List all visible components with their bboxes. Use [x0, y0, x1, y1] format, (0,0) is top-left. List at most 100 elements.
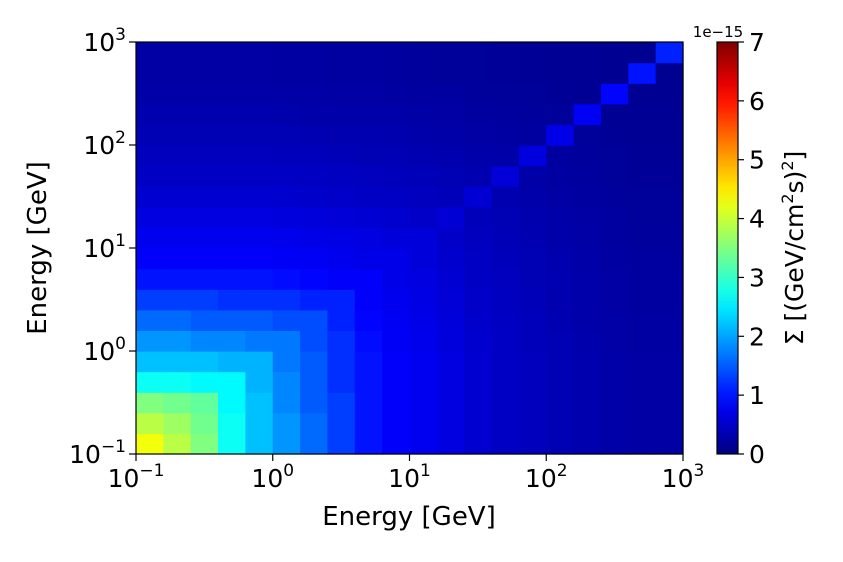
- heatmap-cell: [518, 289, 547, 311]
- heatmap-cell: [464, 124, 493, 146]
- heatmap-cell: [136, 186, 164, 208]
- heatmap-cell: [354, 186, 383, 208]
- heatmap-cell: [573, 392, 602, 414]
- heatmap-cell: [464, 412, 493, 434]
- heatmap-cell: [327, 83, 356, 105]
- heatmap-cell: [136, 371, 164, 393]
- heatmap-cell: [300, 392, 329, 414]
- heatmap-cell: [272, 103, 301, 125]
- heatmap-cell: [163, 433, 192, 455]
- heatmap-cell: [190, 371, 219, 393]
- heatmap-cell: [600, 289, 629, 311]
- heatmap-cell: [245, 227, 274, 249]
- heatmap-cell: [300, 206, 329, 228]
- heatmap-cell: [136, 145, 164, 167]
- heatmap-cell: [655, 289, 684, 311]
- heatmap-cell: [573, 268, 602, 290]
- heatmap-cell: [190, 268, 219, 290]
- heatmap-cell: [245, 42, 274, 64]
- heatmap-cell: [436, 206, 465, 228]
- heatmap-cell: [655, 206, 684, 228]
- heatmap-cell: [600, 351, 629, 373]
- heatmap-cell: [518, 124, 547, 146]
- heatmap-cell: [190, 248, 219, 270]
- heatmap-cell: [245, 62, 274, 84]
- heatmap-cell: [300, 165, 329, 187]
- heatmap-cell: [218, 42, 246, 64]
- heatmap-cell: [272, 351, 301, 373]
- heatmap-cell: [354, 289, 383, 311]
- heatmap-cell: [300, 145, 329, 167]
- y-axis-ticks: 10−1 100 101 102 103: [69, 25, 136, 469]
- heatmap-cell: [546, 83, 575, 105]
- colorbar-tick-label: 0: [749, 440, 765, 469]
- heatmap-cell: [546, 103, 575, 125]
- heatmap-cell: [464, 268, 493, 290]
- heatmap-cell: [136, 289, 164, 311]
- heatmap-cell: [190, 412, 219, 434]
- heatmap-cell: [409, 124, 438, 146]
- heatmap-cell: [573, 145, 602, 167]
- heatmap-cell: [382, 42, 411, 64]
- heatmap-cell: [436, 289, 465, 311]
- heatmap-cell: [655, 103, 684, 125]
- heatmap-cell: [218, 124, 246, 146]
- heatmap-cell: [163, 248, 192, 270]
- heatmap-cell: [628, 165, 657, 187]
- heatmap-cell: [245, 165, 274, 187]
- heatmap-cell: [573, 351, 602, 373]
- heatmap-cell: [218, 227, 246, 249]
- heatmap-cell: [491, 268, 520, 290]
- heatmap-cell: [518, 268, 547, 290]
- x-axis-label: Energy [GeV]: [322, 502, 496, 532]
- heatmap-cell: [136, 268, 164, 290]
- heatmap-cell: [163, 351, 192, 373]
- heatmap-cell: [655, 83, 684, 105]
- heatmap-cell: [464, 330, 493, 352]
- heatmap-cell: [218, 206, 246, 228]
- heatmap-cell: [218, 330, 246, 352]
- heatmap-cell: [327, 433, 356, 455]
- heatmap-cell: [628, 289, 657, 311]
- heatmap-cell: [300, 83, 329, 105]
- heatmap-cell: [272, 248, 301, 270]
- heatmap-cell: [190, 62, 219, 84]
- heatmap-cell: [518, 433, 547, 455]
- heatmap-cell: [300, 412, 329, 434]
- heatmap-cell: [163, 289, 192, 311]
- heatmap-cell: [518, 165, 547, 187]
- heatmap-cell: [491, 42, 520, 64]
- heatmap-cell: [409, 62, 438, 84]
- heatmap-cell: [245, 371, 274, 393]
- heatmap-cell: [163, 268, 192, 290]
- heatmap-cell: [327, 330, 356, 352]
- heatmap-cell: [628, 248, 657, 270]
- heatmap-cell: [300, 227, 329, 249]
- heatmap-cell: [409, 268, 438, 290]
- heatmap-cell: [464, 42, 493, 64]
- heatmap-cell: [272, 227, 301, 249]
- heatmap-cell: [655, 62, 684, 84]
- heatmap-cell: [409, 83, 438, 105]
- heatmap-cell: [655, 392, 684, 414]
- heatmap-cell: [491, 165, 520, 187]
- heatmap-cell: [190, 227, 219, 249]
- heatmap-cell: [464, 392, 493, 414]
- heatmap-cell: [464, 289, 493, 311]
- heatmap-cell: [464, 186, 493, 208]
- heatmap-cell: [327, 124, 356, 146]
- heatmap-cell: [245, 412, 274, 434]
- x-tick-label: 103: [662, 461, 705, 493]
- heatmap-cell: [655, 268, 684, 290]
- colorbar-tick-label: 2: [749, 322, 765, 351]
- heatmap-cell: [245, 351, 274, 373]
- heatmap-cell: [409, 330, 438, 352]
- heatmap-cell: [327, 351, 356, 373]
- heatmap-cell: [518, 62, 547, 84]
- heatmap-cell: [436, 330, 465, 352]
- heatmap-cell: [436, 309, 465, 331]
- heatmap-cell: [409, 412, 438, 434]
- heatmap-cell: [136, 42, 164, 64]
- heatmap-cell: [546, 62, 575, 84]
